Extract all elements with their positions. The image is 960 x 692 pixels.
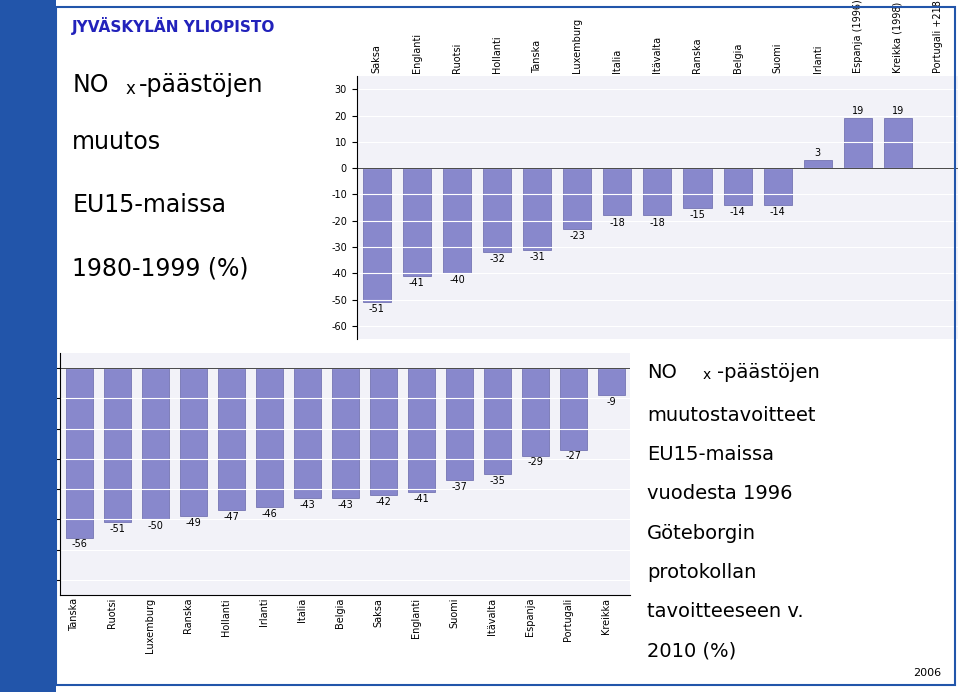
Text: NO: NO [647, 363, 677, 382]
Bar [332, 368, 359, 498]
Bar [724, 168, 752, 205]
Text: -27: -27 [565, 451, 582, 462]
Bar [66, 368, 93, 538]
Text: -56: -56 [72, 539, 87, 549]
Bar [408, 368, 435, 492]
Text: tavoitteeseen v.: tavoitteeseen v. [647, 602, 804, 621]
Text: -51: -51 [109, 524, 126, 534]
Text: -49: -49 [185, 518, 202, 528]
Bar [105, 368, 131, 522]
Bar [763, 168, 792, 205]
Text: -46: -46 [261, 509, 277, 519]
Bar [522, 368, 549, 456]
Text: EU15-maissa: EU15-maissa [72, 193, 227, 217]
Bar [256, 368, 283, 507]
Bar [844, 118, 872, 168]
Text: -päästöjen: -päästöjen [139, 73, 263, 98]
Text: -18: -18 [650, 217, 665, 228]
Text: Göteborgin: Göteborgin [647, 524, 756, 543]
Bar [564, 168, 591, 228]
Text: 19: 19 [852, 106, 864, 116]
Text: -41: -41 [414, 493, 429, 504]
Text: -41: -41 [409, 278, 424, 288]
Text: JYVÄSKYLÄN YLIOPISTO: JYVÄSKYLÄN YLIOPISTO [72, 17, 276, 35]
Text: 1980-1999 (%): 1980-1999 (%) [72, 256, 249, 280]
Bar [180, 368, 206, 516]
Text: -32: -32 [489, 255, 505, 264]
Bar [643, 168, 671, 215]
Bar [446, 368, 472, 480]
Bar [363, 168, 391, 302]
Text: -42: -42 [375, 497, 392, 507]
Text: 3: 3 [815, 148, 821, 158]
Bar [483, 168, 511, 253]
Text: muutos: muutos [72, 130, 161, 154]
Bar [684, 168, 711, 208]
Text: -18: -18 [610, 217, 625, 228]
Text: x: x [126, 80, 135, 98]
Text: -43: -43 [338, 500, 353, 510]
Text: -37: -37 [451, 482, 468, 491]
Text: -9: -9 [607, 397, 616, 407]
Bar [523, 168, 551, 250]
Bar [371, 368, 396, 495]
Bar [294, 368, 321, 498]
Text: -23: -23 [569, 230, 586, 241]
Text: -40: -40 [449, 275, 465, 285]
Text: -päästöjen: -päästöjen [717, 363, 820, 382]
Bar [443, 168, 471, 273]
Text: -29: -29 [528, 457, 543, 467]
Text: vuodesta 1996: vuodesta 1996 [647, 484, 792, 504]
Bar [804, 161, 831, 168]
Bar [484, 368, 511, 474]
Bar [603, 168, 632, 215]
Bar [598, 368, 625, 395]
Text: EU15-maissa: EU15-maissa [647, 445, 774, 464]
Bar [142, 368, 169, 520]
Text: -15: -15 [689, 210, 706, 219]
Text: -14: -14 [730, 207, 746, 217]
Text: protokollan: protokollan [647, 563, 756, 582]
Text: -43: -43 [300, 500, 315, 510]
Bar [884, 118, 912, 168]
Text: -50: -50 [148, 521, 163, 531]
Text: -51: -51 [369, 304, 385, 314]
Text: -47: -47 [224, 512, 239, 522]
Text: -35: -35 [490, 475, 505, 486]
Text: 2010 (%): 2010 (%) [647, 641, 736, 660]
Bar [218, 368, 245, 511]
Bar [560, 368, 587, 450]
Text: x: x [703, 368, 710, 382]
Text: 19: 19 [892, 106, 904, 116]
Text: -14: -14 [770, 207, 785, 217]
Bar [403, 168, 431, 276]
Text: -31: -31 [529, 252, 545, 262]
Text: muutostavoitteet: muutostavoitteet [647, 406, 815, 425]
Text: 2006: 2006 [914, 668, 942, 678]
Text: NO: NO [72, 73, 108, 98]
